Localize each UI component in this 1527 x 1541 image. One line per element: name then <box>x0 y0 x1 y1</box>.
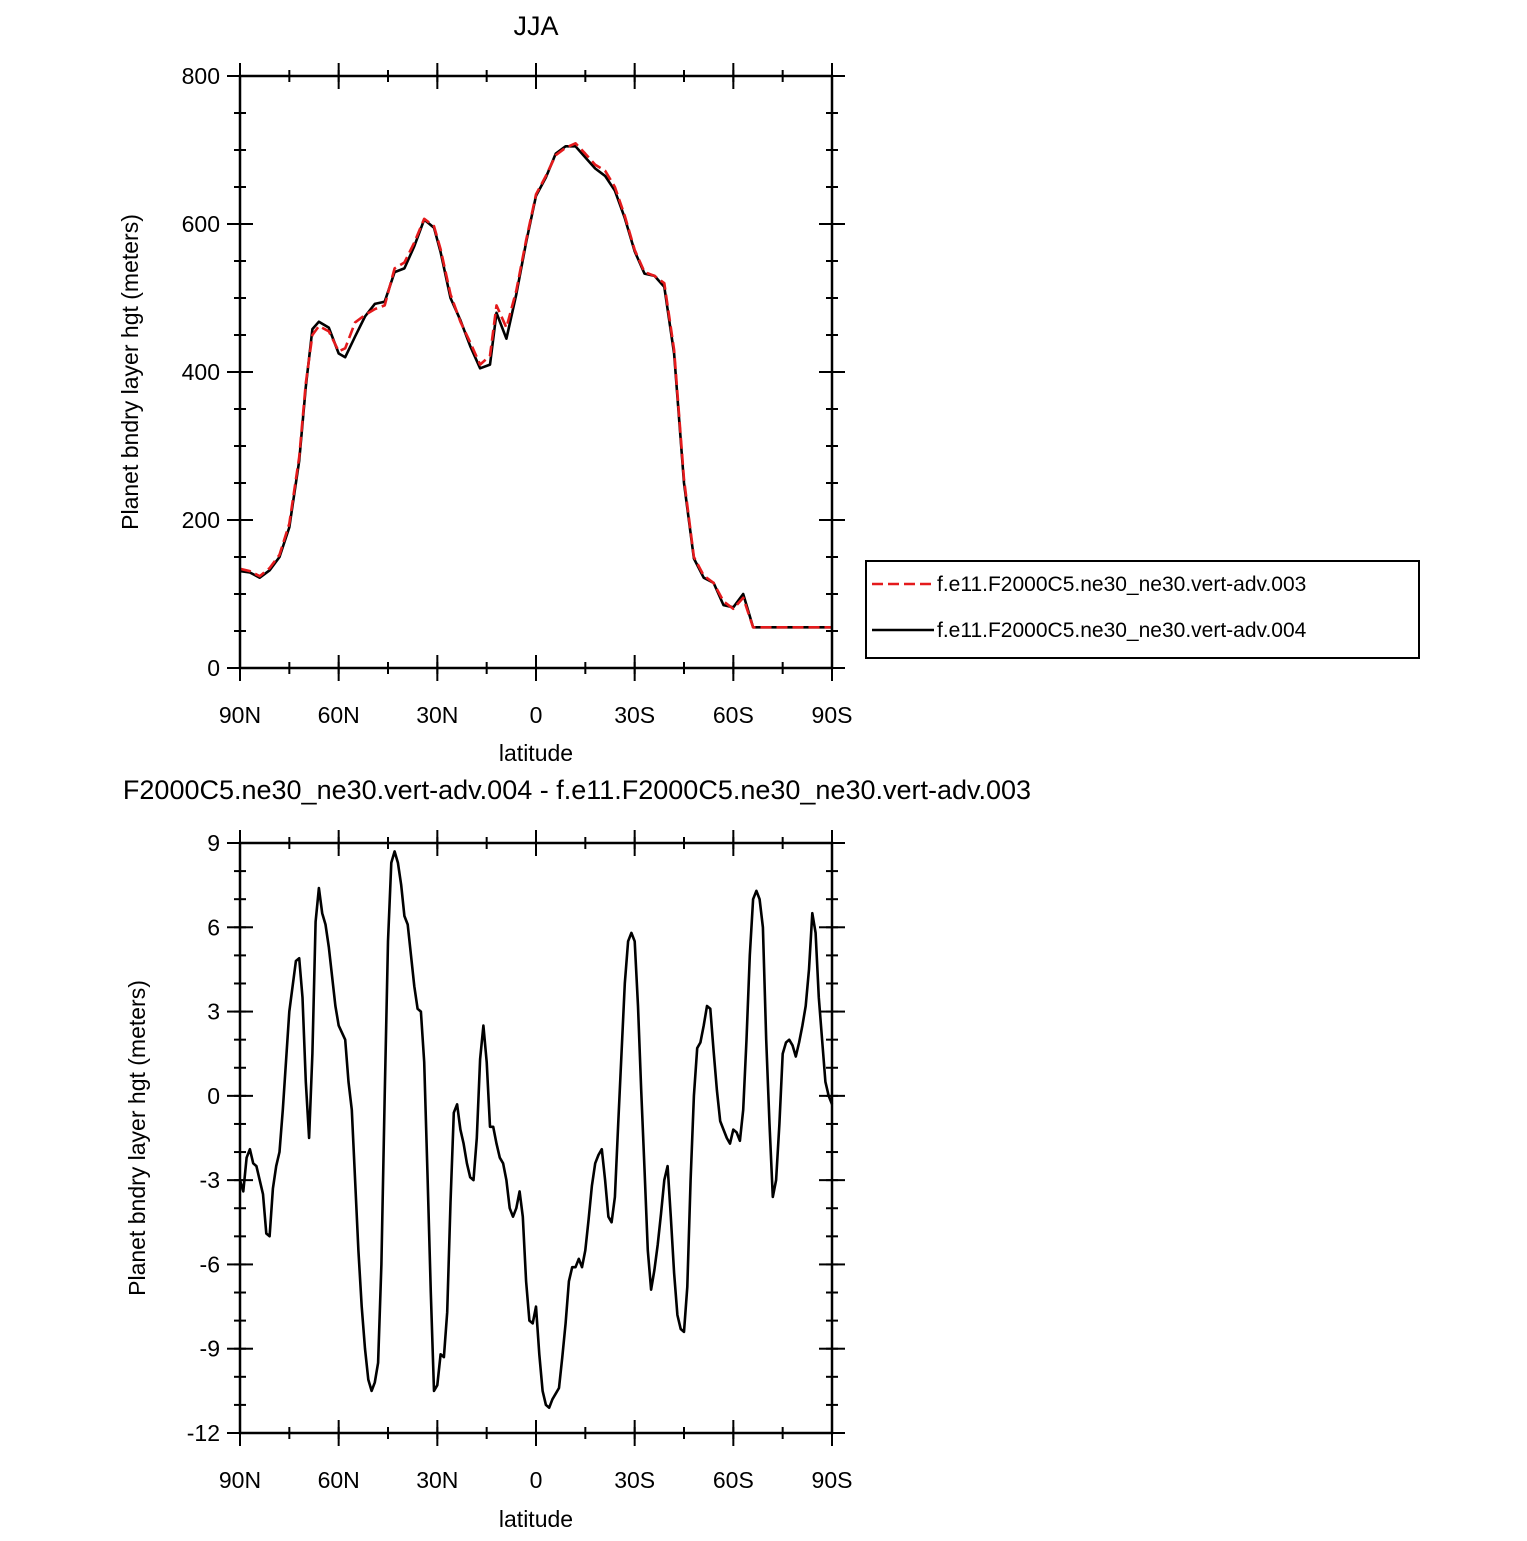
bottom-chart-y-tick-label: 6 <box>207 914 220 940</box>
bottom-chart-x-tick-label: 90N <box>219 1467 261 1493</box>
top-chart-series <box>239 142 832 629</box>
bottom-chart: F2000C5.ne30_ne30.vert-adv.004 - f.e11.F… <box>123 775 1031 1532</box>
bottom-chart-x-tick-label: 90S <box>812 1467 853 1493</box>
top-chart-x-tick-label: 60S <box>713 702 754 728</box>
bottom-chart-y-tick-label: 0 <box>207 1083 220 1109</box>
bottom-chart-x-tick-label: 60S <box>713 1467 754 1493</box>
bottom-chart-x-tick-label: 30N <box>416 1467 458 1493</box>
top-chart-title: JJA <box>513 11 558 41</box>
bottom-chart-y-tick-label: 9 <box>207 830 220 856</box>
bottom-chart-y-axis-label: Planet bndry layer hgt (meters) <box>124 980 150 1296</box>
bottom-chart-x-tick-label: 60N <box>318 1467 360 1493</box>
bottom-chart-y-tick-label: -12 <box>187 1420 220 1446</box>
top-chart-y-tick-label: 200 <box>182 507 220 533</box>
bottom-chart-title: F2000C5.ne30_ne30.vert-adv.004 - f.e11.F… <box>123 775 1031 805</box>
legend-box <box>865 560 1420 659</box>
top-chart-x-tick-label: 0 <box>530 702 543 728</box>
legend-label-series-1: f.e11.F2000C5.ne30_ne30.vert-adv.004 <box>937 619 1307 642</box>
bottom-chart-x-axis-label: latitude <box>499 1506 573 1532</box>
bottom-chart-y-tick-label: -3 <box>200 1167 220 1193</box>
top-chart-y-tick-label: 800 <box>182 63 220 89</box>
bottom-chart-series-0-line <box>238 850 834 1409</box>
top-chart-x-tick-label: 30S <box>614 702 655 728</box>
top-chart-y-tick-label: 0 <box>207 655 220 681</box>
top-chart-series-1-line <box>239 145 832 629</box>
bottom-chart-series <box>238 850 834 1409</box>
top-chart-y-tick-label: 400 <box>182 359 220 385</box>
bottom-chart-y-tick-label: -6 <box>200 1251 220 1277</box>
top-chart-x-tick-label: 90N <box>219 702 261 728</box>
top-chart-frame <box>238 74 834 670</box>
top-chart-x-tick-label: 30N <box>416 702 458 728</box>
bottom-chart-y-tick-label: -9 <box>200 1336 220 1362</box>
bottom-chart-x-tick-label: 30S <box>614 1467 655 1493</box>
top-chart-ticks: 0 200 400 600 800 90N 60N 30N 0 30S 60S 90S <box>182 63 853 728</box>
bottom-chart-x-tick-label: 0 <box>530 1467 543 1493</box>
bottom-chart-y-tick-label: 3 <box>207 999 220 1025</box>
legend-label-series-0: f.e11.F2000C5.ne30_ne30.vert-adv.003 <box>937 573 1306 596</box>
top-chart-series-0-line <box>239 142 832 629</box>
top-chart-x-tick-label: 60N <box>318 702 360 728</box>
top-chart-y-tick-label: 600 <box>182 211 220 237</box>
top-chart-y-axis-label: Planet bndry layer hgt (meters) <box>117 214 143 530</box>
top-chart-x-tick-label: 90S <box>812 702 853 728</box>
bottom-chart-frame <box>238 841 834 1435</box>
top-chart: JJA Planet bndry layer hgt (meters) lati… <box>117 11 1420 766</box>
top-chart-x-axis-label: latitude <box>499 740 573 766</box>
top-chart-legend: f.e11.F2000C5.ne30_ne30.vert-adv.003 f.e… <box>865 560 1420 659</box>
